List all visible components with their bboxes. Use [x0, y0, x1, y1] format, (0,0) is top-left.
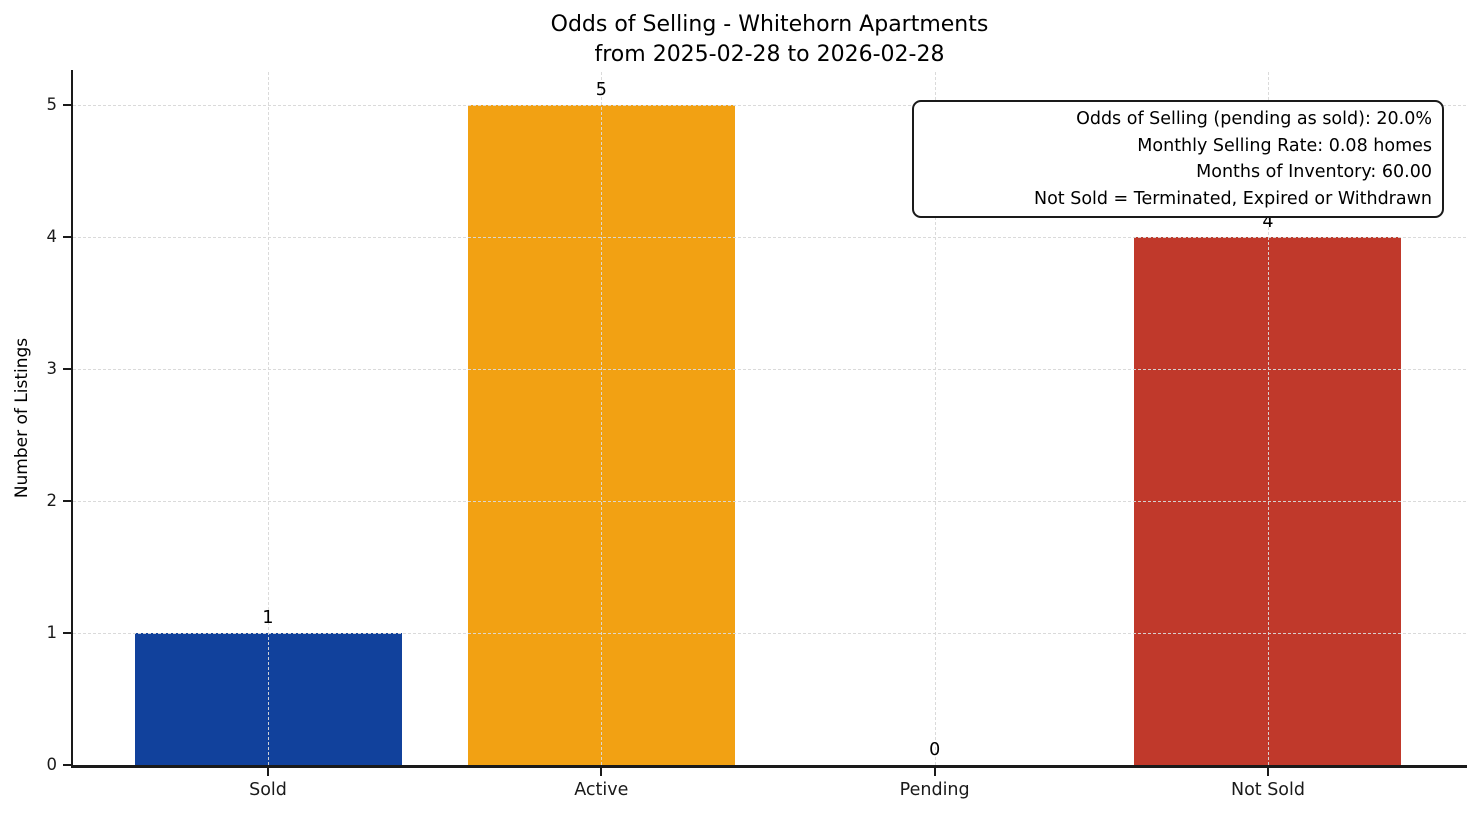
x-tick-mark — [267, 767, 269, 776]
annotation-months-of-inventory: Months of Inventory: 60.00 — [1196, 162, 1432, 182]
x-tick-label-not-sold: Not Sold — [1230, 780, 1305, 800]
gridline-horizontal — [73, 237, 1466, 238]
y-tick-mark — [63, 236, 71, 238]
y-tick-mark — [63, 764, 71, 766]
y-tick-mark — [63, 632, 71, 634]
x-tick-mark — [1266, 767, 1269, 776]
x-tick-label-active: Active — [574, 780, 629, 800]
bar-value-label: 1 — [262, 608, 274, 628]
y-tick-mark — [63, 368, 71, 370]
gridline-vertical — [601, 72, 603, 765]
y-tick-label: 5 — [46, 95, 58, 114]
x-axis-spine — [70, 765, 1467, 768]
gridline-vertical — [934, 72, 936, 765]
y-tick-label: 3 — [46, 359, 58, 378]
chart-title-line2: from 2025-02-28 to 2026-02-28 — [594, 42, 945, 67]
annotation-monthly-selling-rate: Monthly Selling Rate: 0.08 homes — [1137, 135, 1432, 156]
gridline-horizontal — [73, 105, 1466, 106]
bar-value-label: 5 — [595, 80, 607, 100]
bar-value-label: 0 — [929, 740, 941, 760]
y-tick-mark — [63, 500, 71, 502]
gridline-horizontal — [73, 501, 1466, 502]
x-tick-label-sold: Sold — [249, 780, 287, 800]
x-tick-mark — [933, 767, 936, 776]
gridline-vertical — [1267, 72, 1269, 765]
y-axis-spine — [70, 70, 73, 767]
annotation-odds-of-selling: Odds of Selling (pending as sold): 20.0% — [1076, 109, 1432, 129]
y-tick-label: 2 — [46, 491, 58, 510]
stats-annotation-box: Odds of Selling (pending as sold): 20.0%… — [912, 100, 1444, 218]
x-tick-label-pending: Pending — [899, 780, 970, 800]
x-tick-mark — [600, 767, 603, 776]
y-tick-mark — [63, 104, 71, 106]
y-tick-label: 0 — [46, 755, 58, 774]
gridline-horizontal — [73, 633, 1466, 634]
annotation-not-sold-definition: Not Sold = Terminated, Expired or Withdr… — [1033, 188, 1432, 209]
y-tick-label: 4 — [46, 227, 58, 246]
y-tick-label: 1 — [46, 623, 58, 642]
bar-value-label: 4 — [1262, 212, 1274, 232]
chart-title-line1: Odds of Selling - Whitehorn Apartments — [550, 12, 989, 37]
gridline-horizontal — [73, 369, 1466, 370]
chart-title: Odds of Selling - Whitehorn Apartments f… — [73, 10, 1466, 70]
gridline-vertical — [268, 72, 269, 765]
